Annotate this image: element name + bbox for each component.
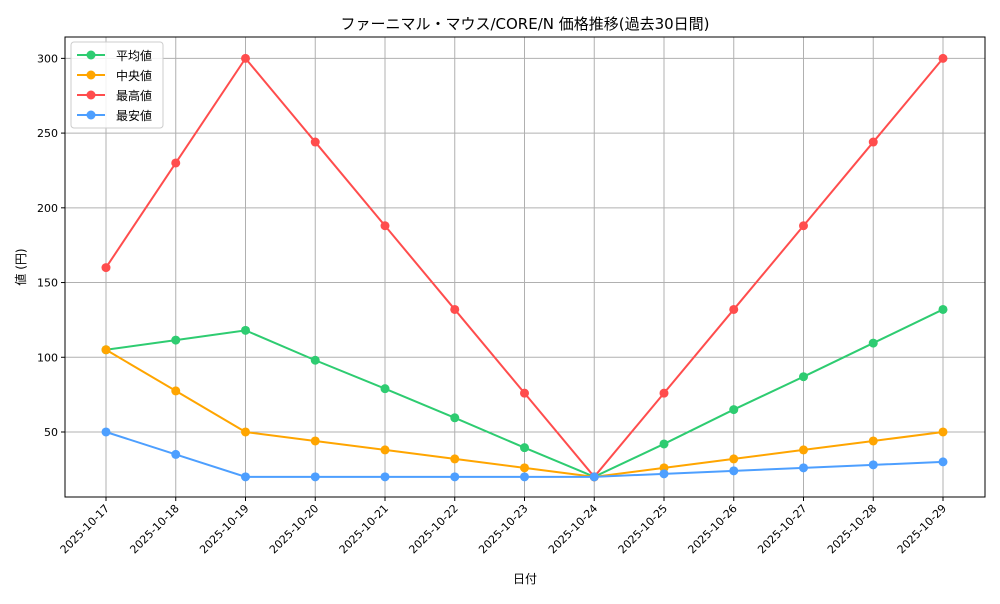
x-tick-label: 2025-10-22 (406, 502, 460, 556)
data-point (380, 384, 390, 394)
data-point (868, 338, 878, 348)
y-axis-label: 値 (円) (13, 248, 28, 285)
data-point (450, 472, 460, 482)
legend-marker (86, 110, 96, 120)
data-point (799, 445, 808, 455)
data-point (101, 263, 111, 273)
y-tick-label: 300 (37, 52, 58, 65)
data-point (450, 454, 460, 464)
data-point (241, 325, 250, 335)
y-tick-label: 250 (37, 127, 58, 140)
x-tick-label: 2025-10-21 (337, 502, 391, 556)
x-tick-label: 2025-10-17 (58, 502, 112, 556)
data-point (938, 53, 948, 63)
data-point (868, 137, 878, 147)
data-point (659, 439, 669, 449)
x-tick-label: 2025-10-27 (755, 502, 809, 556)
data-point (380, 445, 390, 455)
x-axis-label: 日付 (513, 572, 537, 586)
legend-label: 最安値 (116, 108, 152, 123)
data-point (659, 388, 669, 398)
data-point (868, 460, 878, 470)
x-axis: 2025-10-17 2025-10-18 2025-10-19 2025-10-20… (58, 497, 949, 556)
legend-marker (86, 50, 96, 60)
data-point (520, 443, 529, 453)
data-point (938, 304, 948, 314)
data-point (659, 469, 669, 479)
data-point (868, 436, 878, 446)
legend-label: 最高値 (116, 88, 152, 103)
data-point (310, 355, 320, 365)
series-group (101, 53, 948, 482)
data-point (171, 386, 181, 396)
data-point (520, 472, 529, 482)
data-point (799, 221, 808, 231)
x-tick-label: 2025-10-23 (476, 502, 530, 556)
data-point (101, 345, 111, 355)
y-tick-label: 150 (37, 277, 58, 290)
y-tick-label: 100 (37, 351, 58, 364)
x-tick-label: 2025-10-19 (197, 502, 251, 556)
data-point (938, 457, 948, 467)
chart-title: ファーニマル・マウス/CORE/N 価格推移(過去30日間) (340, 15, 709, 33)
data-point (101, 427, 111, 437)
x-tick-label: 2025-10-24 (546, 502, 600, 556)
data-point (241, 427, 250, 437)
data-point (380, 472, 390, 482)
data-point (520, 463, 529, 473)
data-point (310, 137, 320, 147)
data-point (729, 405, 739, 415)
x-tick-label: 2025-10-28 (825, 502, 879, 556)
x-tick-label: 2025-10-25 (616, 502, 670, 556)
data-point (171, 158, 181, 168)
data-point (799, 372, 808, 382)
y-tick-label: 50 (44, 426, 58, 439)
grid (65, 37, 985, 497)
data-point (171, 449, 181, 459)
x-tick-label: 2025-10-26 (685, 502, 739, 556)
x-tick-label: 2025-10-18 (127, 502, 181, 556)
y-axis: 50 100 150 200 250 300 (37, 52, 65, 439)
data-point (799, 463, 808, 473)
data-point (729, 454, 739, 464)
legend-marker (86, 70, 96, 80)
legend-label: 平均値 (116, 48, 152, 63)
legend-box (70, 41, 164, 129)
data-point (450, 304, 460, 314)
data-point (938, 427, 948, 437)
data-point (310, 436, 320, 446)
data-point (310, 472, 320, 482)
data-point (729, 466, 739, 476)
data-point (241, 53, 250, 63)
legend-label: 中央値 (116, 68, 152, 83)
x-tick-label: 2025-10-29 (895, 502, 949, 556)
legend-marker (86, 90, 96, 100)
data-point (380, 221, 390, 231)
x-tick-label: 2025-10-20 (267, 502, 321, 556)
data-point (241, 472, 250, 482)
y-tick-label: 200 (37, 202, 58, 215)
data-point (171, 335, 181, 345)
data-point (729, 304, 739, 314)
data-point (589, 472, 599, 482)
data-point (520, 388, 529, 398)
data-point (450, 413, 460, 423)
